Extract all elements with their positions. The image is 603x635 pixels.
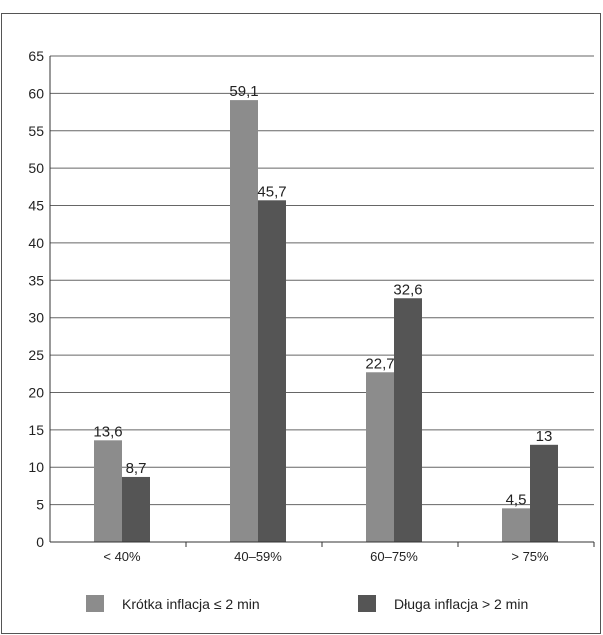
y-tick-label: 10: [28, 459, 44, 475]
x-tick-label: < 40%: [103, 549, 141, 564]
bars: 13,6 8,7 59,1 45,7 22,7 32,6 4,5 13: [93, 83, 558, 543]
y-tick-label: 65: [28, 48, 44, 64]
x-tick-label: > 75%: [511, 549, 549, 564]
legend-label: Krótka inflacja ≤ 2 min: [122, 596, 260, 612]
bar: [530, 444, 558, 542]
y-tick-label: 50: [28, 160, 44, 176]
bar: [94, 440, 122, 542]
bar: [230, 100, 258, 543]
bar: [122, 476, 150, 542]
bar: [394, 298, 422, 542]
y-tick-label: 15: [28, 422, 44, 438]
y-tick-label: 55: [28, 123, 44, 139]
data-label: 22,7: [365, 355, 394, 372]
y-axis: 0 5 10 15 20 25 30 35 40 45 50 55 60 65: [28, 48, 51, 550]
data-label: 13,6: [93, 423, 122, 440]
data-label: 45,7: [257, 183, 286, 200]
bar-chart: 0 5 10 15 20 25 30 35 40 45 50 55 60 65 13,6 8,7 59,1 45…: [28, 48, 595, 612]
legend-label: Długa inflacja > 2 min: [394, 596, 528, 612]
x-tick-label: 40–59%: [234, 549, 282, 564]
chart-frame: 0 5 10 15 20 25 30 35 40 45 50 55 60 65 13,6 8,7 59,1 45…: [1, 13, 601, 634]
bar: [502, 508, 530, 542]
legend-swatch: [86, 595, 104, 612]
legend-swatch: [358, 595, 376, 612]
y-tick-label: 25: [28, 347, 44, 363]
data-label: 32,6: [393, 281, 422, 298]
y-tick-label: 60: [28, 85, 44, 101]
bar: [366, 372, 394, 542]
y-tick-label: 30: [28, 310, 44, 326]
bar: [258, 200, 286, 542]
x-tick-label: 60–75%: [370, 549, 418, 564]
data-label: 8,7: [126, 460, 147, 477]
data-label: 59,1: [229, 83, 258, 100]
y-tick-label: 5: [36, 497, 44, 513]
y-tick-label: 40: [28, 235, 44, 251]
y-tick-label: 0: [36, 534, 44, 550]
x-axis: < 40% 40–59% 60–75% > 75%: [50, 541, 595, 564]
y-tick-label: 45: [28, 198, 44, 214]
legend: Krótka inflacja ≤ 2 min Długa inflacja > …: [86, 595, 528, 612]
y-tick-label: 20: [28, 384, 44, 400]
gridlines: [50, 55, 594, 506]
data-label: 4,5: [506, 491, 527, 508]
y-tick-label: 35: [28, 272, 44, 288]
data-label: 13: [536, 428, 553, 445]
